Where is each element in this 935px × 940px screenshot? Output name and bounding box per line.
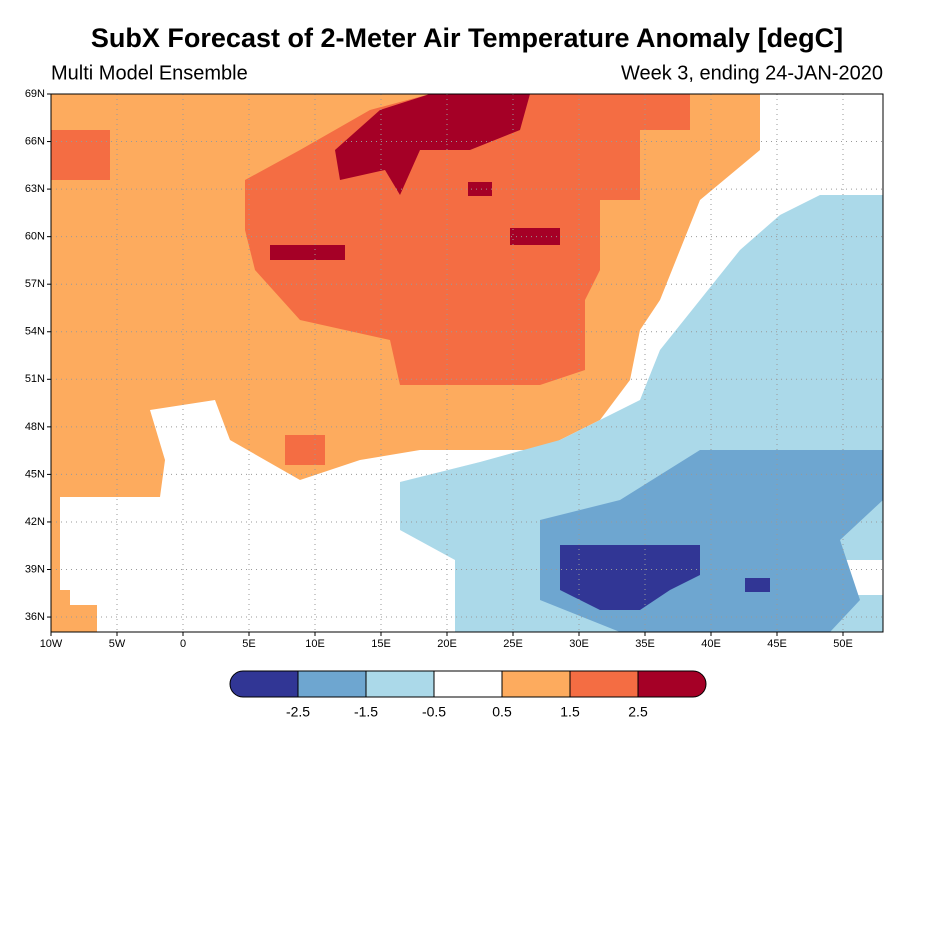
map-frame (50, 93, 884, 633)
lat-label: 69N (25, 88, 45, 100)
lon-label: 15E (371, 638, 391, 650)
colorbar-swatch (637, 670, 707, 698)
lon-label: 25E (503, 638, 523, 650)
colorbar-label: 0.5 (492, 704, 512, 720)
lat-label: 39N (25, 563, 45, 575)
colorbar-label: -1.5 (354, 704, 378, 720)
lon-label: 40E (701, 638, 721, 650)
lat-label: 51N (25, 373, 45, 385)
lon-label: 30E (569, 638, 589, 650)
lat-label: 36N (25, 611, 45, 623)
lat-label: 54N (25, 326, 45, 338)
lon-label: 20E (437, 638, 457, 650)
colorbar-swatch (433, 670, 503, 698)
colorbar-swatch (365, 670, 435, 698)
field-region (270, 245, 345, 260)
lon-label: 35E (635, 638, 655, 650)
lat-label: 42N (25, 516, 45, 528)
lon-label: 45E (767, 638, 787, 650)
lat-label: 45N (25, 468, 45, 480)
field-region (745, 578, 770, 592)
lat-label: 66N (25, 135, 45, 147)
colorbar-swatch (569, 670, 639, 698)
colorbar-label: -2.5 (286, 704, 310, 720)
title: SubX Forecast of 2-Meter Air Temperature… (91, 23, 843, 53)
lon-label: 50E (833, 638, 853, 650)
field (51, 94, 883, 632)
lon-label: 10W (40, 638, 63, 650)
colorbar: -2.5 -1.5 -0.5 0.5 1.5 2.5 (229, 670, 707, 720)
field-region (335, 94, 530, 195)
colorbar-label: 2.5 (628, 704, 648, 720)
field-region (560, 545, 700, 610)
lat-label: 60N (25, 231, 45, 243)
lon-label: 0 (180, 638, 186, 650)
colorbar-swatch (297, 670, 367, 698)
lon-label: 5E (242, 638, 255, 650)
graticule: 69N 66N 63N 60N 57N 54N 51N 48N 45N 42N 39N 36N 10W 5… (25, 88, 883, 650)
colorbar-swatch (501, 670, 571, 698)
lon-label: 10E (305, 638, 325, 650)
colorbar-label: 1.5 (560, 704, 580, 720)
subtitle-right: Week 3, ending 24-JAN-2020 (621, 62, 883, 84)
field-region (285, 435, 325, 465)
field-region (510, 228, 560, 245)
lat-label: 63N (25, 183, 45, 195)
field-region (640, 94, 760, 200)
lat-label: 57N (25, 278, 45, 290)
lat-label: 48N (25, 421, 45, 433)
colorbar-swatch (229, 670, 299, 698)
lon-label: 5W (109, 638, 126, 650)
field-region (468, 182, 492, 196)
field-region (51, 130, 110, 180)
colorbar-label: -0.5 (422, 704, 446, 720)
subtitle-left: Multi Model Ensemble (51, 62, 248, 84)
